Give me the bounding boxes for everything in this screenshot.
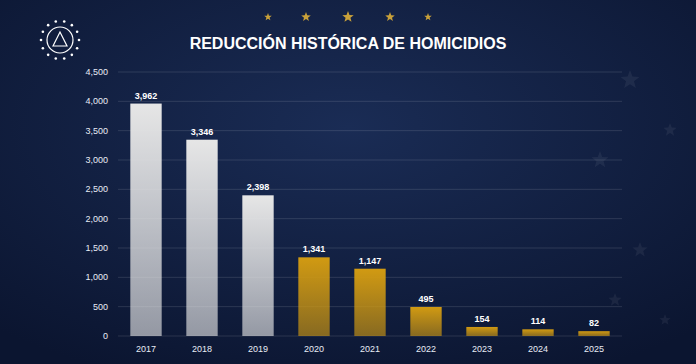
- data-label: 82: [589, 318, 599, 328]
- y-tick-label: 4,500: [85, 67, 108, 77]
- x-tick-label: 2017: [136, 344, 156, 354]
- emblem-dot: [71, 24, 74, 27]
- bar: [578, 331, 609, 336]
- title-star: [385, 12, 395, 21]
- grid-line: [118, 72, 622, 73]
- title-star: [424, 13, 432, 20]
- title-star: [301, 12, 311, 21]
- y-axis: 0 500 1,000 1,500 2,000 2,500 3,000 3,500 4,000 4…: [85, 67, 622, 341]
- emblem-dot: [76, 47, 79, 50]
- emblem-dot: [54, 20, 57, 23]
- emblem-dot: [40, 39, 43, 42]
- emblem-dot: [47, 24, 50, 27]
- x-tick-label: 2021: [360, 344, 380, 354]
- bar: [466, 327, 497, 336]
- bars: [130, 104, 609, 336]
- x-tick-label: 2018: [192, 344, 212, 354]
- emblem-dot: [78, 39, 81, 42]
- bg-star: [663, 123, 676, 136]
- background: [0, 0, 696, 364]
- emblem-dot: [54, 57, 57, 60]
- x-tick-label: 2022: [416, 344, 436, 354]
- bar: [354, 269, 385, 336]
- x-tick-label: 2024: [528, 344, 548, 354]
- data-label: 114: [531, 316, 546, 326]
- emblem-dot: [76, 30, 79, 33]
- emblem-dot: [71, 54, 74, 57]
- data-label: 1,147: [359, 256, 382, 266]
- y-tick-label: 500: [93, 302, 108, 312]
- x-tick-label: 2025: [584, 344, 604, 354]
- data-label: 3,962: [135, 91, 158, 101]
- y-tick-label: 1,000: [85, 272, 108, 282]
- emblem-dot: [63, 20, 66, 23]
- emblem-dot: [42, 47, 45, 50]
- bg-star: [620, 70, 639, 88]
- data-label: 2,398: [247, 182, 270, 192]
- x-tick-label: 2023: [472, 344, 492, 354]
- data-labels: 3,962 3,346 2,398 1,341 1,147 495 154 114 82: [135, 91, 599, 329]
- bar: [298, 257, 329, 336]
- y-tick-label: 2,000: [85, 214, 108, 224]
- y-tick-label: 1,500: [85, 243, 108, 253]
- emblem-dot: [47, 54, 50, 57]
- data-label: 3,346: [191, 127, 214, 137]
- y-tick-label: 2,500: [85, 184, 108, 194]
- x-tick-label: 2020: [304, 344, 324, 354]
- y-tick-label: 3,500: [85, 126, 108, 136]
- y-tick-label: 0: [103, 331, 108, 341]
- emblem-dot: [42, 30, 45, 33]
- bar: [522, 329, 553, 336]
- title-star: [342, 11, 353, 22]
- data-label: 154: [474, 314, 489, 324]
- x-tick-label: 2019: [248, 344, 268, 354]
- grid-line: [118, 101, 622, 102]
- bar: [242, 195, 273, 336]
- data-label: 1,341: [303, 244, 326, 254]
- bar: [130, 104, 161, 336]
- y-tick-label: 4,000: [85, 96, 108, 106]
- bg-star: [591, 151, 608, 167]
- chart-svg: REDUCCIÓN HISTÓRICA DE HOMICIDIOS 0 500 1,0…: [0, 0, 696, 364]
- bg-star: [632, 242, 647, 256]
- data-label: 495: [418, 294, 433, 304]
- bar: [410, 307, 441, 336]
- emblem-ring: [47, 27, 73, 53]
- chart-root: REDUCCIÓN HISTÓRICA DE HOMICIDIOS 0 500 1,0…: [0, 0, 696, 364]
- emblem-triangle: [53, 32, 67, 46]
- bg-star: [659, 314, 670, 325]
- y-tick-label: 3,000: [85, 155, 108, 165]
- bg-star: [608, 293, 621, 306]
- emblem-dot: [63, 57, 66, 60]
- title: REDUCCIÓN HISTÓRICA DE HOMICIDIOS: [190, 34, 507, 52]
- bar: [186, 140, 217, 336]
- emblem: [40, 20, 81, 60]
- title-star: [264, 13, 272, 20]
- x-axis: 2017 2018 2019 2020 2021 2022 2023 2024 2025: [136, 344, 604, 354]
